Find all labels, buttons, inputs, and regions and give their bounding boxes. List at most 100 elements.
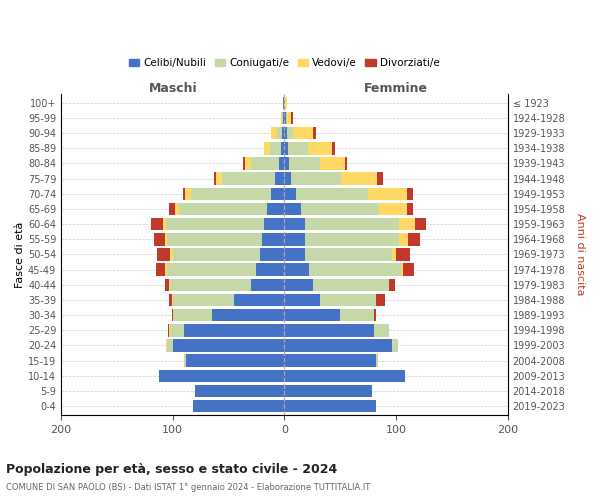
Bar [154,233,165,245]
Y-axis label: Fasce di età: Fasce di età [15,222,25,288]
Text: Popolazione per età, sesso e stato civile - 2024: Popolazione per età, sesso e stato civil… [6,462,337,475]
Bar [284,324,374,336]
Text: Femmine: Femmine [364,82,428,95]
Bar [389,278,395,291]
Bar [175,203,179,215]
Bar [193,400,284,412]
Bar [170,248,173,260]
Bar [185,188,191,200]
Bar [214,172,216,185]
Bar [284,248,305,260]
Bar [165,233,167,245]
Bar [291,112,293,124]
Bar [234,294,284,306]
Bar [284,278,313,291]
Bar [368,188,407,200]
Bar [376,354,378,367]
Bar [409,233,419,245]
Bar [313,127,316,140]
Bar [282,127,284,140]
Bar [173,294,234,306]
Bar [374,324,389,336]
Bar [266,203,284,215]
Bar [170,324,184,336]
Bar [277,127,282,140]
Bar [179,203,266,215]
Bar [283,96,284,109]
Bar [293,127,313,140]
Bar [163,218,166,230]
Bar [284,233,305,245]
Bar [305,218,400,230]
Bar [169,203,175,215]
Bar [222,172,275,185]
Bar [284,172,291,185]
Bar [172,294,173,306]
Y-axis label: Anni di nascita: Anni di nascita [575,213,585,296]
Bar [289,158,320,170]
Bar [305,248,392,260]
Bar [265,218,284,230]
Bar [165,278,169,291]
Bar [165,264,167,276]
Bar [251,278,284,291]
Bar [184,324,284,336]
Bar [284,112,286,124]
Bar [332,142,335,154]
Bar [286,112,287,124]
Bar [284,294,320,306]
Bar [407,203,413,215]
Bar [291,172,341,185]
Bar [284,400,376,412]
Bar [287,127,293,140]
Bar [320,158,345,170]
Bar [309,264,401,276]
Text: Maschi: Maschi [148,82,197,95]
Bar [173,340,284,351]
Bar [308,142,332,154]
Bar [245,158,251,170]
Bar [376,294,385,306]
Bar [270,142,281,154]
Bar [400,218,415,230]
Bar [151,218,163,230]
Bar [172,309,173,322]
Bar [345,158,347,170]
Bar [284,188,296,200]
Bar [186,354,284,367]
Bar [265,142,270,154]
Bar [282,112,283,124]
Bar [284,309,340,322]
Bar [340,309,374,322]
Bar [156,264,165,276]
Bar [262,233,284,245]
Bar [243,158,245,170]
Bar [251,158,279,170]
Bar [166,218,265,230]
Bar [415,218,426,230]
Bar [160,370,284,382]
Bar [284,203,301,215]
Bar [169,324,170,336]
Bar [212,309,284,322]
Bar [287,112,291,124]
Bar [168,324,169,336]
Bar [379,203,407,215]
Legend: Celibi/Nubili, Coniugati/e, Vedovi/e, Divorziati/e: Celibi/Nubili, Coniugati/e, Vedovi/e, Di… [125,54,444,72]
Bar [260,248,284,260]
Bar [284,370,405,382]
Bar [301,203,379,215]
Bar [284,96,287,109]
Bar [184,354,186,367]
Bar [183,188,185,200]
Bar [284,142,288,154]
Bar [288,142,308,154]
Bar [284,385,371,397]
Bar [167,340,173,351]
Bar [216,172,222,185]
Bar [170,278,251,291]
Bar [281,112,282,124]
Bar [296,188,368,200]
Bar [173,309,212,322]
Bar [341,172,377,185]
